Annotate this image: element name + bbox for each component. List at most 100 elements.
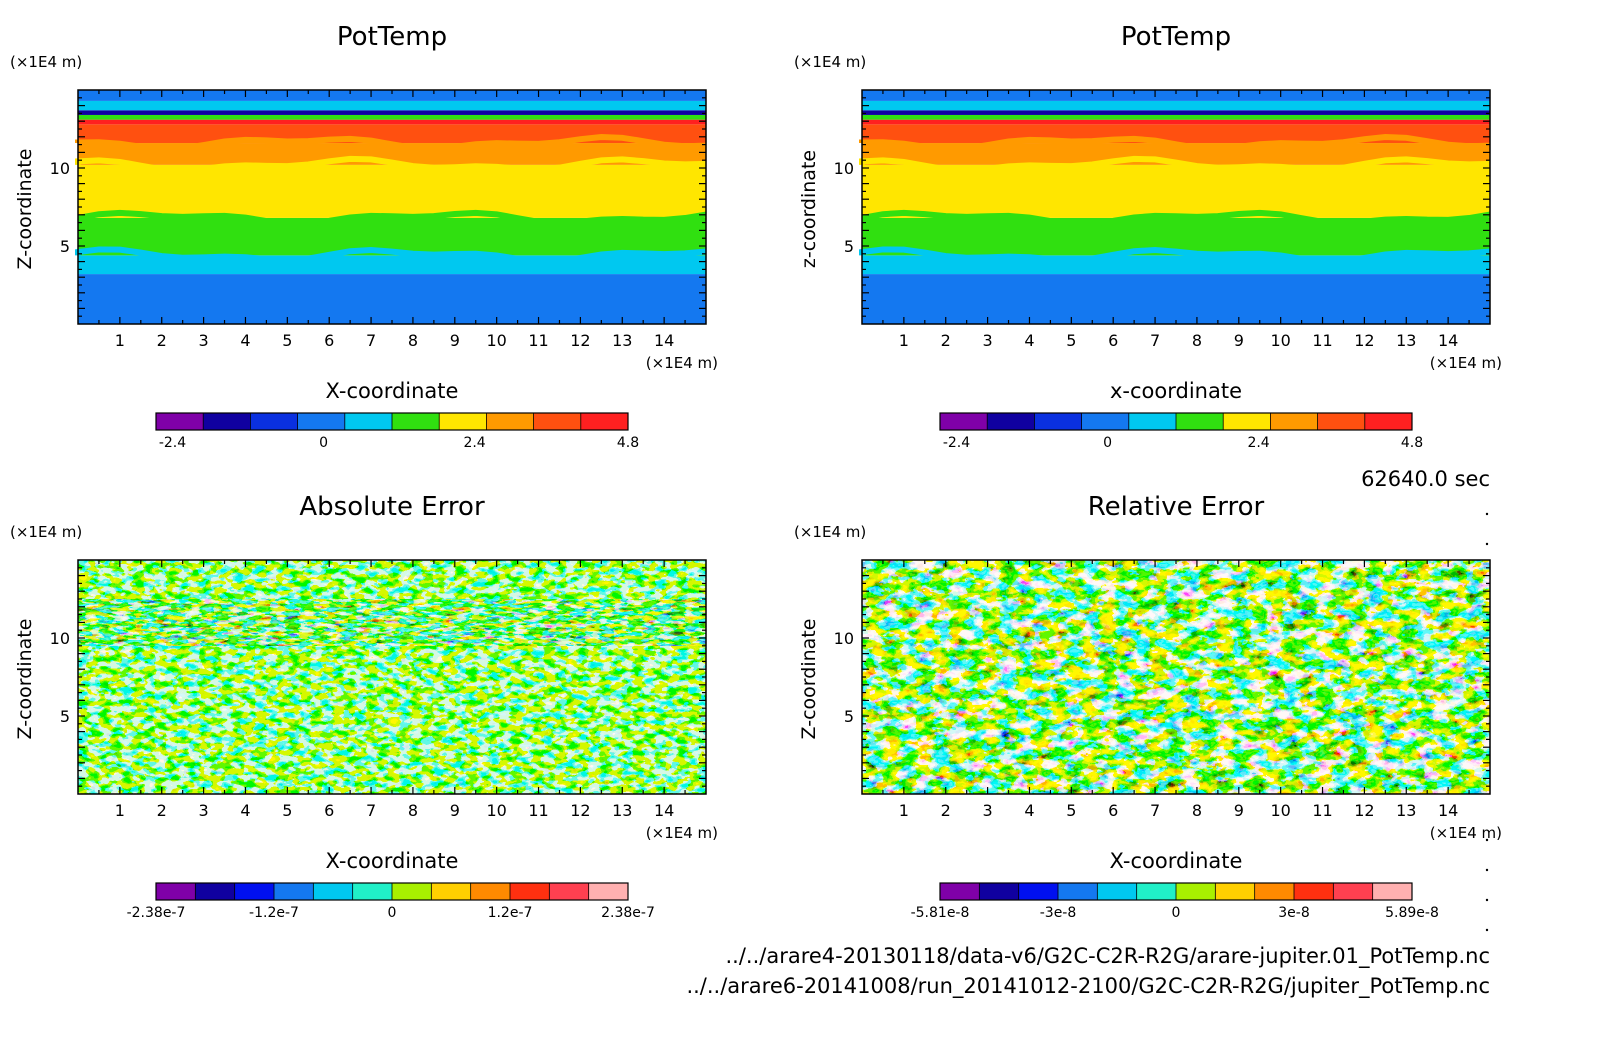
- colorbar-tick-label: 2.4: [1247, 435, 1269, 451]
- x-tick-label: 7: [366, 331, 376, 350]
- y-unit-label: (×1E4 m): [10, 523, 82, 541]
- colorbar-swatch: [1176, 883, 1216, 900]
- x-unit-label: (×1E4 m): [646, 354, 718, 372]
- x-tick-label: 12: [1354, 331, 1374, 350]
- x-tick-label: 11: [1312, 331, 1332, 350]
- colorbar-swatch: [1333, 883, 1374, 900]
- colorbar-swatch: [392, 883, 432, 900]
- panel-rel: Relative Error(×1E4 m)1 2 3 4 5 6 7 8 9 10 11 12 13 1…: [794, 492, 1502, 921]
- y-axis-label: Z-coordinate: [14, 619, 36, 740]
- x-tick-label: 8: [408, 801, 418, 820]
- error-field: [862, 560, 1490, 794]
- file-path-1: ../../arare4-20130118/data-v6/G2C-C2R-R2…: [725, 944, 1490, 969]
- x-tick-label: 2: [941, 331, 951, 350]
- x-tick-label: 4: [240, 331, 250, 350]
- x-tick-label: 5: [282, 331, 292, 350]
- contour-edge-1: [75, 246, 707, 265]
- panel-pt2: PotTemp(×1E4 m)1 2 3 4 5 6 7 8 9 10 11 12 13 14510(×1…: [794, 22, 1502, 451]
- x-axis-label: X-coordinate: [1110, 849, 1243, 873]
- x-axis-label: X-coordinate: [326, 379, 459, 403]
- x-tick-label: 10: [486, 331, 506, 350]
- x-tick-label: 13: [612, 331, 632, 350]
- x-tick-label: 10: [486, 801, 506, 820]
- colorbar-tick-label: 0: [1103, 435, 1112, 451]
- colorbar-swatch: [392, 413, 440, 430]
- colorbar-swatch: [1097, 883, 1138, 900]
- x-tick-label: 6: [324, 331, 334, 350]
- panel-title: PotTemp: [1121, 22, 1231, 52]
- x-tick-label: 9: [1234, 801, 1244, 820]
- x-tick-label: 12: [1354, 801, 1374, 820]
- contour-band-8: [78, 110, 706, 115]
- colorbar-swatch: [352, 883, 393, 900]
- x-tick-label: 4: [240, 801, 250, 820]
- margin-dot: [1485, 928, 1489, 932]
- x-tick-label: 3: [199, 331, 209, 350]
- colorbar-swatch: [940, 883, 980, 900]
- colorbar-swatch: [1223, 413, 1271, 430]
- colorbar-swatch: [1294, 883, 1334, 900]
- colorbar-swatch: [203, 413, 251, 430]
- colorbar-swatch: [1215, 883, 1256, 900]
- x-tick-label: 1: [115, 331, 125, 350]
- colorbar-swatch: [313, 883, 354, 900]
- x-tick-label: 6: [324, 801, 334, 820]
- error-field: [78, 560, 706, 794]
- x-tick-label: 9: [1234, 331, 1244, 350]
- colorbar-swatch: [274, 883, 314, 900]
- y-tick-label: 5: [60, 237, 70, 256]
- contour-band-6: [78, 119, 706, 125]
- colorbar-swatch: [1254, 883, 1295, 900]
- x-tick-label: 11: [1312, 801, 1332, 820]
- colorbar-swatch: [297, 413, 346, 430]
- contour-band-4: [862, 143, 1490, 165]
- colorbar-tick-label: 5.89e-8: [1385, 905, 1439, 921]
- x-tick-label: 12: [570, 331, 590, 350]
- x-tick-label: 1: [899, 801, 909, 820]
- contour-edge-2: [859, 155, 1491, 174]
- colorbar-swatch: [156, 413, 204, 430]
- x-tick-label: 9: [450, 331, 460, 350]
- panel-title: PotTemp: [337, 22, 447, 52]
- x-tick-label: 7: [1150, 801, 1160, 820]
- colorbar-tick-label: -2.4: [943, 435, 970, 451]
- x-tick-label: 14: [654, 801, 674, 820]
- contour-band-0: [862, 274, 1490, 324]
- x-tick-label: 2: [941, 801, 951, 820]
- x-tick-label: 13: [1396, 331, 1416, 350]
- time-label: 62640.0 sec: [1361, 467, 1490, 491]
- colorbar-tick-label: -5.81e-8: [911, 905, 970, 921]
- colorbar-swatch: [195, 883, 236, 900]
- y-tick-label: 5: [60, 707, 70, 726]
- contour-edge-0: [861, 209, 1491, 227]
- x-tick-label: 6: [1108, 331, 1118, 350]
- colorbar-tick-label: 2.38e-7: [601, 905, 655, 921]
- y-axis-label: z-coordinate: [798, 150, 820, 268]
- contour-band-10: [862, 90, 1490, 101]
- x-tick-label: 1: [899, 331, 909, 350]
- contour-band-9: [862, 100, 1490, 111]
- contour-band-9: [78, 100, 706, 111]
- colorbar-tick-label: 3e-8: [1278, 905, 1309, 921]
- y-tick-label: 5: [844, 707, 854, 726]
- x-tick-label: 3: [983, 331, 993, 350]
- margin-dot: [1485, 898, 1489, 902]
- panel-abs: Absolute Error(×1E4 m)1 2 3 4 5 6 7 8 9 10 11 12 13 1…: [10, 492, 718, 921]
- colorbar-swatch: [1081, 413, 1130, 430]
- x-tick-label: 5: [1066, 801, 1076, 820]
- y-tick-label: 10: [834, 629, 854, 648]
- x-axis-label: X-coordinate: [326, 849, 459, 873]
- x-tick-label: 1: [115, 801, 125, 820]
- panel-pt1: PotTemp(×1E4 m)1 2 3 4 5 6 7 8 9 10 11 12 13 14510(×1…: [10, 22, 718, 451]
- colorbar-swatch: [940, 413, 988, 430]
- colorbar-swatch: [549, 883, 590, 900]
- colorbar-swatch: [1034, 413, 1083, 430]
- contour-band-4: [78, 143, 706, 165]
- x-tick-label: 2: [157, 331, 167, 350]
- x-tick-label: 12: [570, 801, 590, 820]
- x-tick-label: 3: [199, 801, 209, 820]
- colorbar-swatch: [987, 413, 1035, 430]
- contour-edge-2: [75, 155, 707, 174]
- colorbar-swatch: [580, 413, 629, 430]
- contour-edge-0: [77, 209, 707, 227]
